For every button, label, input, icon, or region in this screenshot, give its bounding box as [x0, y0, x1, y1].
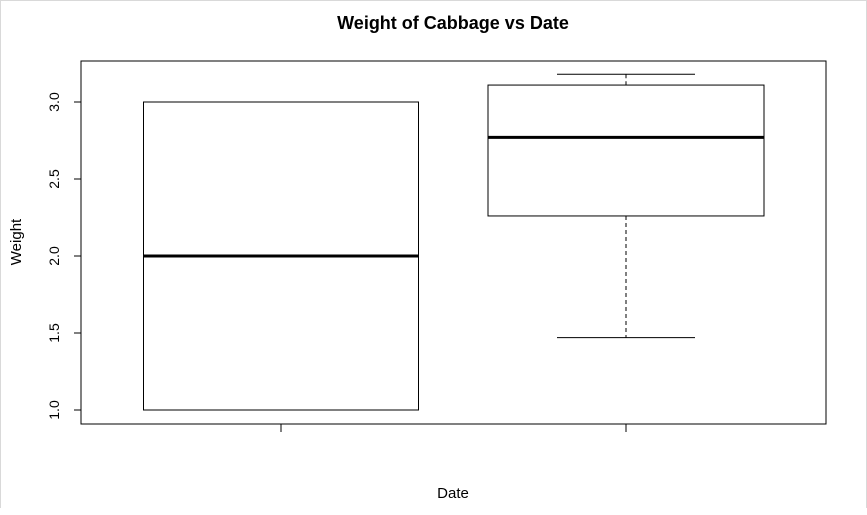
boxes — [143, 73, 765, 411]
box-group — [487, 73, 765, 339]
box-group — [143, 101, 419, 411]
y-tick-label: 2.5 — [46, 169, 62, 189]
y-tick-label: 2.0 — [46, 246, 62, 266]
x-axis — [280, 423, 627, 432]
chart-title: Weight of Cabbage vs Date — [337, 13, 569, 33]
y-axis: 1.0 1.5 2.0 2.5 3.0 — [46, 92, 82, 420]
y-axis-label: Weight — [8, 218, 25, 265]
box — [487, 84, 765, 217]
y-tick-label: 3.0 — [46, 92, 62, 112]
x-axis-label: Date — [437, 485, 469, 502]
y-tick-label: 1.0 — [46, 400, 62, 420]
y-tick-label: 1.5 — [46, 323, 62, 343]
